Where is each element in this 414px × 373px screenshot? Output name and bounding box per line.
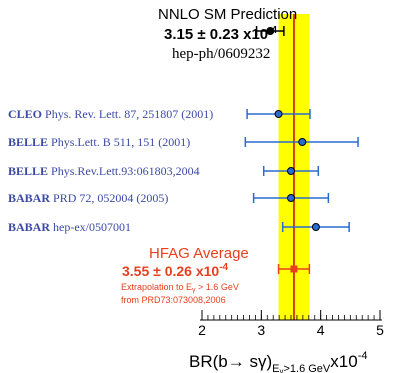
x-axis-label: BR(b→ sγ)Eγ>1.6 GeVx10-4 <box>189 350 367 373</box>
data-point <box>274 110 283 118</box>
measurement-point <box>262 166 320 176</box>
data-point <box>266 27 275 35</box>
x-axis-ticks: 2 3 4 5 <box>198 310 384 338</box>
x-tick-label: 4 <box>317 322 325 338</box>
measurement-labels: CLEO Phys. Rev. Lett. 87, 251807 (2001) B… <box>8 107 213 234</box>
average-point <box>277 264 311 274</box>
measurement-experiment: CLEO <box>8 107 45 121</box>
data-point <box>290 265 298 273</box>
data-point <box>287 167 295 175</box>
theory-reference: hep-ph/0609232 <box>172 46 270 62</box>
measurement-reference: Phys. Rev. Lett. 87, 251807 (2001) <box>45 107 213 121</box>
measurement-label: BABAR hep-ex/0507001 <box>8 220 131 234</box>
average-title: HFAG Average <box>149 245 249 262</box>
average-value: 3.55 ± 0.26 x10-4 <box>122 262 229 279</box>
average-note-2: from PRD73:073008,2006 <box>121 295 226 305</box>
theory-title: NNLO SM Prediction <box>158 6 297 23</box>
x-tick-label: 2 <box>198 322 206 338</box>
measurement-reference: Phys.Rev.Lett.93:061803,2004 <box>51 164 200 178</box>
measurement-reference: hep-ex/0507001 <box>53 220 131 234</box>
measurement-label: BELLE Phys.Rev.Lett.93:061803,2004 <box>8 164 200 178</box>
data-point <box>287 194 295 202</box>
measurement-reference: PRD 72, 052004 (2005) <box>53 191 168 205</box>
theory-value: 3.15 ± 0.23 x10-4 <box>164 25 277 43</box>
measurement-label: CLEO Phys. Rev. Lett. 87, 251807 (2001) <box>8 107 213 121</box>
measurement-experiment: BELLE <box>8 135 51 149</box>
average-note-1: Extrapolation to Eγ > 1.6 GeV <box>121 282 239 294</box>
measurement-point <box>281 222 350 232</box>
measurement-label: BELLE Phys.Lett. B 511, 151 (2001) <box>8 135 190 149</box>
measurement-reference: Phys.Lett. B 511, 151 (2001) <box>51 135 190 149</box>
measurement-point <box>252 193 330 203</box>
measurement-point <box>244 137 359 147</box>
theory-point <box>255 26 285 36</box>
measurement-label: BABAR PRD 72, 052004 (2005) <box>8 191 168 205</box>
data-marks <box>244 26 359 274</box>
x-tick-label: 5 <box>376 322 384 338</box>
data-point <box>298 138 307 146</box>
measurement-point <box>246 109 311 119</box>
measurement-experiment: BABAR <box>8 191 53 205</box>
data-point <box>311 223 320 231</box>
measurement-experiment: BELLE <box>8 164 51 178</box>
measurement-experiment: BABAR <box>8 220 53 234</box>
x-tick-label: 3 <box>257 322 265 338</box>
